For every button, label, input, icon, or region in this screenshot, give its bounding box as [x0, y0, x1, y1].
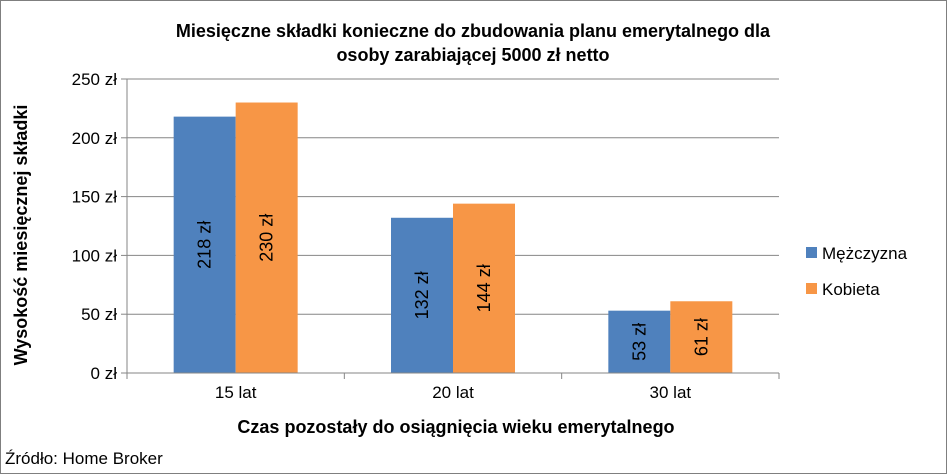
- y-tick-label: 200 zł: [72, 129, 118, 148]
- legend-swatch: [806, 283, 817, 294]
- bars: 218 zł 230 zł 132 zł 144 zł 53 zł 61 zł: [173, 102, 733, 374]
- y-tick-label: 150 zł: [72, 188, 118, 207]
- y-tick-label: 0 zł: [91, 364, 118, 383]
- x-tick-label: 15 lat: [215, 383, 257, 402]
- legend-label: Kobieta: [822, 280, 880, 299]
- legend-label: Mężczyzna: [822, 244, 908, 263]
- y-tick-label: 50 zł: [81, 305, 117, 324]
- bar-data-label: 218 zł: [195, 221, 215, 269]
- axes: 0 zł 50 zł 100 zł 150 zł 200 zł 250 zł 15 lat 2…: [72, 70, 780, 402]
- bar-data-label: 144 zł: [474, 264, 494, 312]
- x-tick-label: 20 lat: [432, 383, 474, 402]
- source-note: Źródło: Home Broker: [5, 449, 163, 468]
- chart-title-line-1: Miesięczne składki konieczne do zbudowan…: [176, 21, 771, 41]
- bar-kobieta: [235, 102, 298, 374]
- bar-data-label: 132 zł: [412, 271, 432, 319]
- bar-data-label: 53 zł: [629, 323, 649, 361]
- bar-data-label: 230 zł: [257, 214, 277, 262]
- bar-mezczyzna: [608, 310, 671, 373]
- y-axis-title: Wysokość miesięcznej składki: [11, 105, 31, 366]
- x-axis-title: Czas pozostały do osiągnięcia wieku emer…: [237, 417, 674, 437]
- bar-mezczyzna: [173, 116, 236, 373]
- bar-kobieta: [453, 203, 515, 373]
- chart-title-line-2: osoby zarabiającej 5000 zł netto: [336, 45, 609, 65]
- x-tick-label: 30 lat: [650, 383, 692, 402]
- legend-swatch: [806, 247, 817, 258]
- bar-data-label: 61 zł: [691, 318, 711, 356]
- bar-mezczyzna: [391, 217, 453, 373]
- y-tick-label: 250 zł: [72, 70, 118, 89]
- bar-kobieta: [670, 301, 733, 373]
- y-tick-label: 100 zł: [72, 246, 118, 265]
- legend: Mężczyzna Kobieta: [806, 244, 908, 299]
